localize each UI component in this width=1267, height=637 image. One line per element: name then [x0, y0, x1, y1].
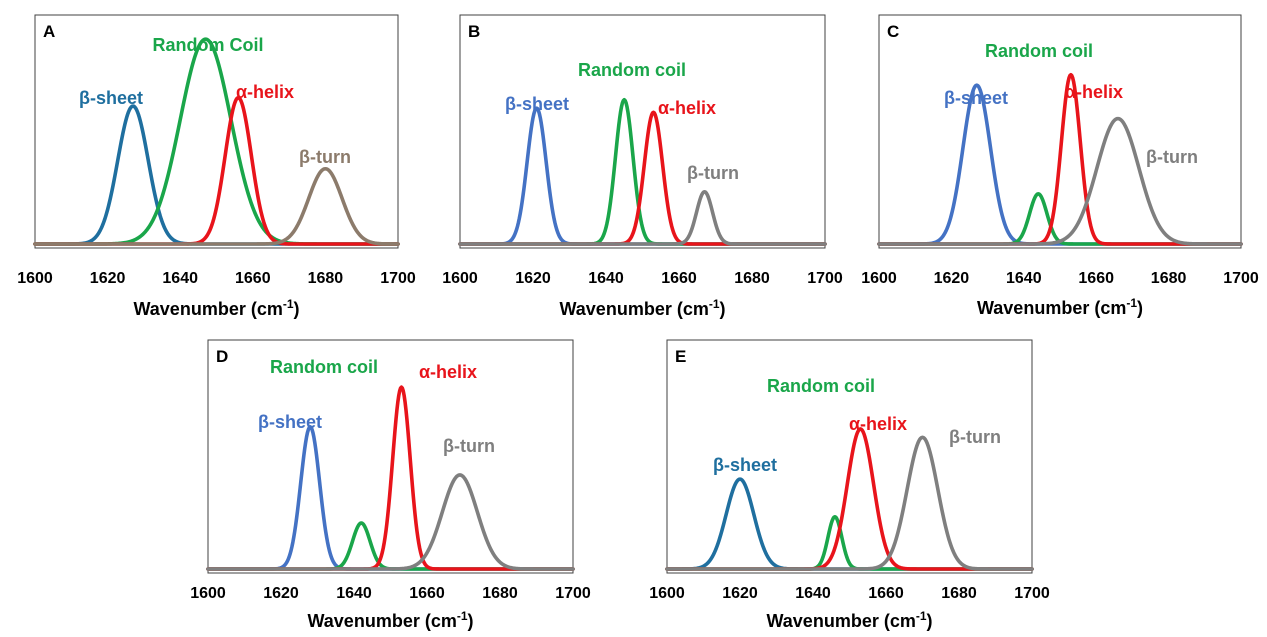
panel-e: Eβ-sheet Random coil α-helix β-turn 1600 1620… — [649, 339, 1050, 631]
label-beta-turn: β-turn — [443, 436, 495, 456]
series-curve-3 — [206, 473, 575, 571]
panel-letter: E — [675, 347, 686, 366]
panel-letter: C — [887, 22, 899, 41]
label-beta-sheet: β-sheet — [713, 455, 777, 475]
x-tick-label: 1620 — [934, 270, 970, 287]
x-tick-label: 1680 — [1151, 270, 1187, 287]
label-alpha-helix: α-helix — [236, 82, 294, 102]
label-beta-turn: β-turn — [687, 163, 739, 183]
label-beta-sheet: β-sheet — [258, 412, 322, 432]
x-axis-label: Wavenumber (cm-1) — [977, 296, 1143, 318]
x-axis-label: Wavenumber (cm-1) — [766, 609, 932, 631]
x-tick-label: 1640 — [795, 585, 831, 602]
x-tick-label: 1700 — [1014, 585, 1050, 602]
panel-letter: A — [43, 22, 55, 41]
x-tick-label: 1640 — [162, 270, 198, 287]
x-tick-label: 1700 — [380, 270, 416, 287]
label-alpha-helix: α-helix — [658, 98, 716, 118]
x-tick-label: 1620 — [722, 585, 758, 602]
x-tick-label: 1680 — [308, 270, 344, 287]
x-tick-label: 1680 — [734, 270, 770, 287]
x-tick-label: 1700 — [807, 270, 843, 287]
label-random-coil: Random coil — [767, 376, 875, 396]
label-beta-sheet: β-sheet — [79, 88, 143, 108]
x-tick-label: 1600 — [442, 270, 478, 287]
x-tick-label: 1640 — [336, 585, 372, 602]
plot-frame — [207, 339, 574, 574]
x-tick-label: 1660 — [1078, 270, 1114, 287]
label-alpha-helix: α-helix — [1065, 82, 1123, 102]
label-random-coil: Random coil — [985, 41, 1093, 61]
label-alpha-helix: α-helix — [419, 362, 477, 382]
x-tick-label: 1620 — [90, 270, 126, 287]
x-tick-label: 1600 — [17, 270, 53, 287]
x-tick-label: 1700 — [1223, 270, 1259, 287]
panel-letter: B — [468, 22, 480, 41]
label-beta-turn: β-turn — [1146, 147, 1198, 167]
plot-frame — [666, 339, 1033, 574]
panel-a: Aβ-sheet Random Coil α-helix β-turn 1600 1620… — [17, 14, 416, 319]
series-curve-3 — [33, 166, 400, 246]
series-curve-3 — [458, 189, 827, 246]
label-random-coil: Random coil — [270, 357, 378, 377]
x-tick-label: 1620 — [263, 585, 299, 602]
label-beta-sheet: β-sheet — [944, 88, 1008, 108]
panel-b: Bβ-sheet Random coil α-helix β-turn 1600 1620… — [442, 14, 843, 319]
panel-c: Cβ-sheet Random coil α-helix β-turn 1600 1620… — [861, 14, 1259, 318]
label-beta-sheet: β-sheet — [505, 94, 569, 114]
x-tick-label: 1700 — [555, 585, 591, 602]
series-curve-3 — [877, 116, 1243, 246]
label-beta-turn: β-turn — [299, 147, 351, 167]
plot-frame — [459, 14, 826, 249]
series-curve-3 — [665, 435, 1034, 571]
x-axis-label: Wavenumber (cm-1) — [559, 297, 725, 319]
x-axis-label: Wavenumber (cm-1) — [307, 609, 473, 631]
x-tick-label: 1600 — [649, 585, 685, 602]
x-tick-label: 1680 — [482, 585, 518, 602]
plot-frame — [878, 14, 1242, 249]
x-tick-label: 1600 — [190, 585, 226, 602]
x-tick-label: 1660 — [661, 270, 697, 287]
label-beta-turn: β-turn — [949, 427, 1001, 447]
x-tick-label: 1680 — [941, 585, 977, 602]
label-random-coil: Random Coil — [153, 35, 264, 55]
label-random-coil: Random coil — [578, 60, 686, 80]
x-tick-label: 1660 — [409, 585, 445, 602]
x-tick-label: 1600 — [861, 270, 897, 287]
x-tick-label: 1640 — [1006, 270, 1042, 287]
panel-d: Dβ-sheet Random coil α-helix β-turn 1600 1620… — [190, 339, 591, 631]
x-axis-label: Wavenumber (cm-1) — [133, 297, 299, 319]
panel-letter: D — [216, 347, 228, 366]
x-tick-label: 1640 — [588, 270, 624, 287]
label-alpha-helix: α-helix — [849, 414, 907, 434]
x-tick-label: 1620 — [515, 270, 551, 287]
x-tick-label: 1660 — [868, 585, 904, 602]
x-tick-label: 1660 — [235, 270, 271, 287]
